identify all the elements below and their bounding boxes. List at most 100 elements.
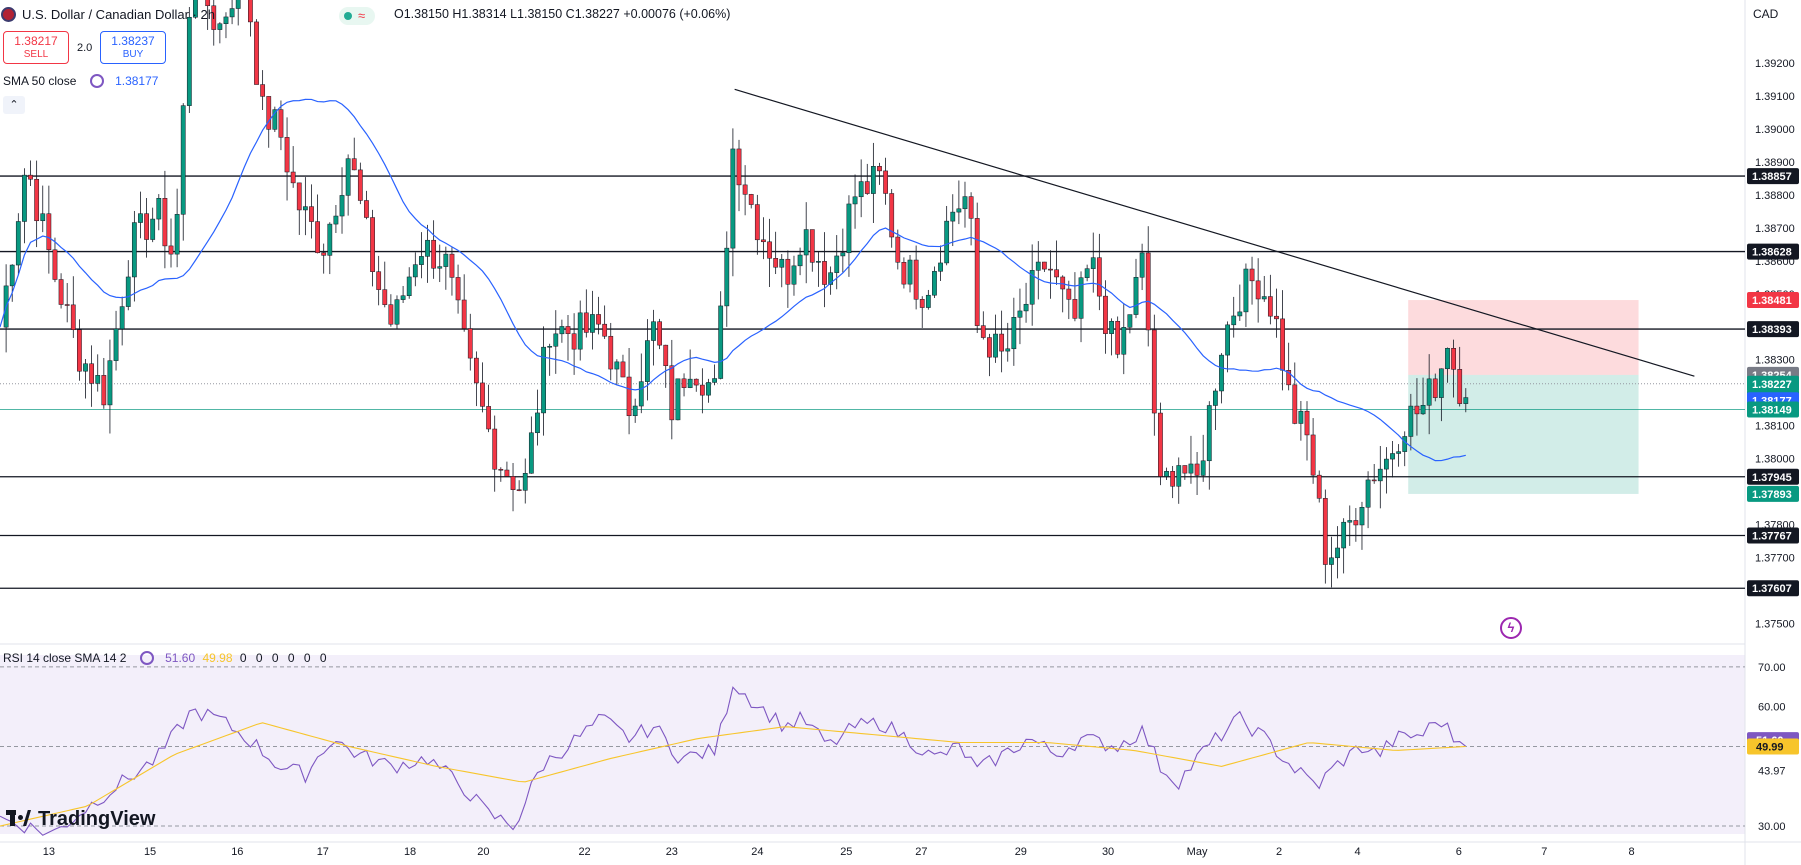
candle[interactable] (174, 188, 180, 268)
candle[interactable] (1414, 378, 1420, 436)
candle[interactable] (1231, 296, 1237, 338)
candle[interactable] (620, 354, 626, 378)
candle[interactable] (193, 0, 198, 19)
candle[interactable] (1103, 280, 1108, 354)
candle[interactable] (638, 353, 644, 414)
candle[interactable] (376, 255, 382, 306)
candle[interactable] (370, 209, 375, 287)
rsi-badge-rsi_sma[interactable]: 49.99 (1747, 738, 1799, 755)
candle[interactable] (1005, 322, 1011, 362)
candle[interactable] (1109, 318, 1114, 356)
candle[interactable] (895, 229, 901, 270)
candle[interactable] (1384, 447, 1389, 494)
candle[interactable] (217, 22, 223, 44)
candle[interactable] (1084, 264, 1090, 282)
candle[interactable] (1353, 508, 1359, 542)
candle[interactable] (687, 349, 693, 389)
candle[interactable] (1286, 342, 1292, 391)
candle[interactable] (351, 137, 357, 171)
candle[interactable] (77, 319, 82, 381)
candle[interactable] (394, 295, 400, 329)
candle[interactable] (565, 314, 571, 361)
candle[interactable] (1451, 339, 1456, 398)
candle[interactable] (657, 318, 662, 350)
candle[interactable] (40, 185, 46, 233)
candle[interactable] (516, 480, 522, 492)
candle[interactable] (706, 378, 711, 403)
candle[interactable] (278, 100, 284, 151)
candle[interactable] (1463, 388, 1469, 413)
candle[interactable] (1145, 226, 1151, 347)
rsi-sma-line[interactable] (0, 722, 1466, 827)
candle[interactable] (791, 255, 797, 296)
candle[interactable] (101, 357, 107, 409)
candle[interactable] (779, 254, 785, 288)
candle[interactable] (1151, 314, 1157, 436)
rsi-line[interactable] (0, 686, 1467, 836)
candle[interactable] (1158, 402, 1163, 486)
candle[interactable] (889, 189, 895, 248)
price-badge-level[interactable]: 1.37945 (1747, 468, 1799, 485)
candle[interactable] (321, 243, 327, 274)
candle[interactable] (9, 264, 15, 302)
price-badge-level[interactable]: 1.38857 (1747, 168, 1799, 185)
price-badge-level[interactable]: 1.38393 (1747, 321, 1799, 338)
sma-legend[interactable]: SMA 50 close 1.38177 (3, 74, 158, 88)
candle[interactable] (999, 310, 1005, 373)
candle[interactable] (1445, 347, 1450, 383)
candle[interactable] (382, 261, 388, 308)
candle[interactable] (962, 181, 968, 228)
candle[interactable] (614, 359, 620, 385)
candle[interactable] (1164, 467, 1169, 480)
candle[interactable] (131, 210, 137, 302)
candle[interactable] (223, 12, 229, 39)
candle[interactable] (693, 378, 699, 392)
candle[interactable] (254, 19, 259, 85)
candle[interactable] (58, 273, 64, 309)
candle[interactable] (1023, 282, 1029, 323)
candle[interactable] (1359, 501, 1365, 550)
candle[interactable] (669, 339, 675, 440)
candle[interactable] (773, 231, 779, 275)
candle[interactable] (742, 165, 748, 216)
candle[interactable] (632, 398, 638, 423)
candle[interactable] (345, 154, 351, 216)
candle[interactable] (1041, 261, 1047, 272)
candle[interactable] (162, 170, 168, 269)
candle[interactable] (1274, 288, 1279, 338)
candle[interactable] (608, 322, 614, 381)
candle[interactable] (1078, 271, 1084, 343)
candle[interactable] (1347, 505, 1353, 546)
candle[interactable] (1194, 451, 1200, 495)
price-badge-level[interactable]: 1.37767 (1747, 527, 1799, 544)
candle[interactable] (437, 244, 443, 283)
candle[interactable] (1048, 250, 1053, 299)
candle[interactable] (388, 294, 394, 327)
candle[interactable] (577, 300, 583, 361)
candle[interactable] (840, 228, 846, 273)
candle[interactable] (22, 168, 27, 244)
candle[interactable] (1280, 290, 1285, 391)
candle[interactable] (364, 190, 369, 220)
candle[interactable] (480, 362, 485, 413)
rsi-settings-icon[interactable] (139, 651, 154, 665)
candle[interactable] (168, 218, 174, 268)
candle[interactable] (651, 309, 656, 366)
candle[interactable] (211, 0, 217, 46)
sma-settings-icon[interactable] (89, 74, 104, 88)
candle[interactable] (1365, 471, 1371, 529)
price-badge-last[interactable]: 1.38227 (1747, 375, 1799, 392)
candle[interactable] (541, 326, 546, 436)
candle[interactable] (987, 333, 992, 377)
descending-trendline[interactable] (734, 88, 1695, 377)
candle[interactable] (1261, 275, 1267, 302)
candle[interactable] (235, 0, 241, 26)
candle[interactable] (816, 251, 821, 287)
candle[interactable] (980, 311, 986, 340)
candle[interactable] (809, 229, 815, 272)
candle[interactable] (522, 458, 528, 504)
candle[interactable] (28, 160, 33, 187)
candle[interactable] (296, 182, 302, 235)
candle[interactable] (1335, 526, 1340, 579)
